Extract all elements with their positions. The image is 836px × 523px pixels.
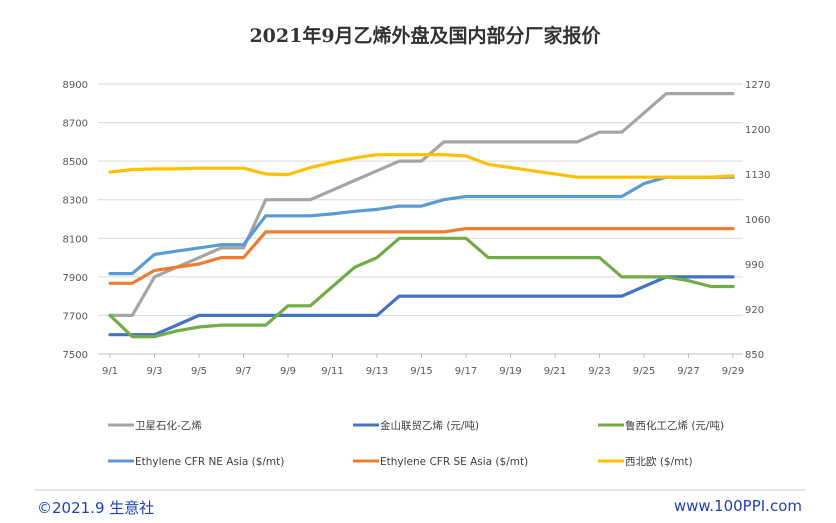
footer-site-link[interactable]: www.100PPI.com bbox=[673, 497, 802, 515]
y-left-tick-label: 8900 bbox=[63, 80, 88, 91]
legend-label: 鲁西化工乙烯 (元/吨) bbox=[625, 419, 724, 432]
footer-copyright: ©2021.9 生意社 bbox=[37, 499, 155, 517]
y-right-tick-label: 850 bbox=[745, 350, 764, 361]
y-right-tick-label: 1200 bbox=[745, 125, 770, 136]
y-right-tick-label: 1130 bbox=[745, 170, 770, 181]
y-right-tick-label: 1060 bbox=[745, 215, 770, 226]
x-tick-label: 9/13 bbox=[366, 366, 388, 377]
x-tick-label: 9/17 bbox=[455, 366, 477, 377]
y-left-tick-label: 8500 bbox=[63, 157, 88, 168]
series-line bbox=[108, 227, 735, 285]
x-tick-label: 9/21 bbox=[544, 366, 566, 377]
legend-label: 卫星石化-乙烯 bbox=[135, 419, 202, 432]
y-left-tick-label: 7500 bbox=[63, 350, 88, 361]
y-left-tick-label: 7700 bbox=[63, 311, 88, 322]
legend-label: 西北欧 ($/mt) bbox=[625, 456, 693, 468]
x-tick-label: 9/3 bbox=[146, 366, 162, 377]
legend-label: 金山联贸乙烯 (元/吨) bbox=[380, 419, 479, 432]
x-tick-label: 9/1 bbox=[102, 366, 118, 377]
x-tick-label: 9/27 bbox=[677, 366, 699, 377]
y-right-tick-label: 1270 bbox=[745, 80, 770, 91]
series-line bbox=[108, 175, 735, 276]
x-tick-label: 9/7 bbox=[235, 366, 251, 377]
series-line bbox=[108, 153, 735, 179]
x-tick-label: 9/19 bbox=[499, 366, 521, 377]
x-tick-label: 9/5 bbox=[191, 366, 207, 377]
axis-tick-labels: 7500 7700 7900 8100 8300 8500 8700 8900 850 920 99… bbox=[63, 80, 771, 377]
y-left-tick-label: 7900 bbox=[63, 273, 88, 284]
x-tick-label: 9/29 bbox=[722, 366, 744, 377]
x-tick-label: 9/25 bbox=[633, 366, 655, 377]
series-line bbox=[108, 275, 735, 337]
y-left-tick-label: 8700 bbox=[63, 119, 88, 130]
x-tick-label: 9/9 bbox=[280, 366, 296, 377]
series-line bbox=[108, 236, 735, 339]
series-lines bbox=[108, 91, 735, 339]
x-tick-label: 9/23 bbox=[588, 366, 610, 377]
legend: 卫星石化-乙烯 金山联贸乙烯 (元/吨) 鲁西化工乙烯 (元/吨) Ethylene … bbox=[108, 419, 724, 468]
x-tick-label: 9/11 bbox=[321, 366, 343, 377]
y-left-tick-label: 8100 bbox=[63, 234, 88, 245]
y-left-tick-label: 8300 bbox=[63, 196, 88, 207]
chart-title: 2021年9月乙烯外盘及国内部分厂家报价 bbox=[249, 24, 601, 47]
y-right-tick-label: 920 bbox=[745, 305, 764, 316]
x-tick-label: 9/15 bbox=[410, 366, 432, 377]
legend-label: Ethylene CFR SE Asia ($/mt) bbox=[380, 456, 528, 468]
series-line bbox=[108, 91, 735, 317]
y-right-tick-label: 990 bbox=[745, 260, 764, 271]
legend-label: Ethylene CFR NE Asia ($/mt) bbox=[135, 456, 284, 468]
